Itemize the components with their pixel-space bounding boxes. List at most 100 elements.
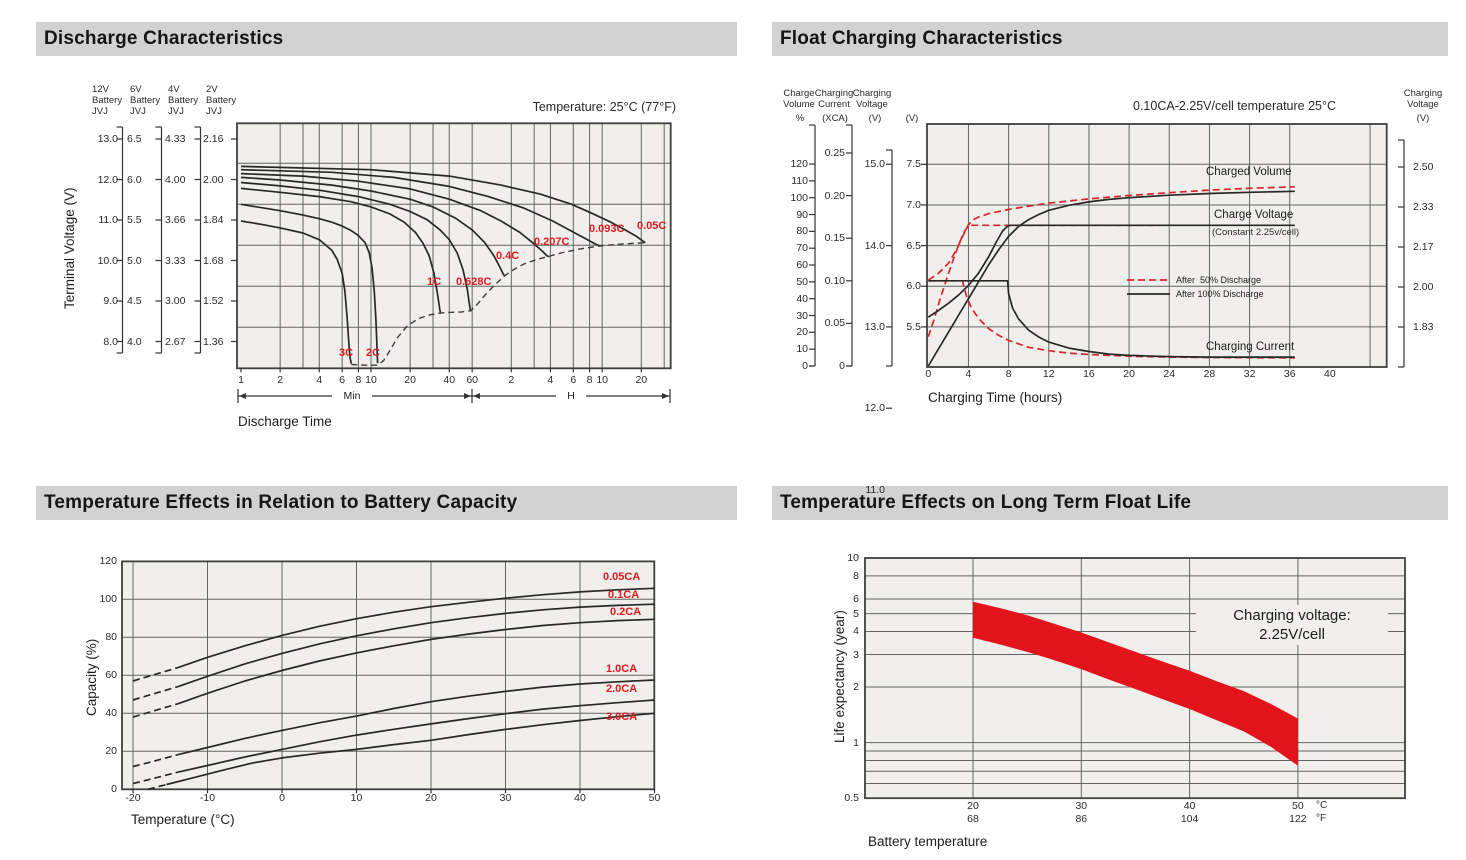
tick-label: 1.83 bbox=[1413, 321, 1434, 333]
tick-label: 4.0 bbox=[127, 335, 142, 348]
tick-label: 20 bbox=[404, 374, 416, 386]
tick-label: 16 bbox=[1083, 368, 1095, 380]
curve-label-3c: 3C bbox=[339, 347, 354, 359]
curve-label-20ca: 2.0CA bbox=[606, 683, 638, 695]
tick-label: 2.33 bbox=[1413, 201, 1434, 213]
tick-label: 40 bbox=[1183, 800, 1196, 812]
tick-label: 12.0 bbox=[864, 402, 885, 415]
tick-label: 20 bbox=[1123, 368, 1135, 380]
tick-label: 2 bbox=[853, 681, 859, 694]
tick-label: 20 bbox=[796, 326, 808, 339]
scale-header-2v: 2V Battery JVJ bbox=[206, 84, 237, 117]
tick-label: 100 bbox=[790, 191, 808, 204]
curve-label-2c: 2C bbox=[366, 347, 381, 359]
tick-label: 0 bbox=[925, 368, 932, 380]
tick-label: 60 bbox=[466, 374, 478, 386]
tick-label: 15.0 bbox=[864, 158, 885, 171]
axis-header-voltage-per-cell: Charging Voltage bbox=[1403, 88, 1443, 110]
tick-label: 0.5 bbox=[844, 792, 859, 805]
tick-label: 0 bbox=[839, 360, 845, 372]
tick-label: 13.0 bbox=[864, 320, 885, 333]
tick-label: 3.33 bbox=[165, 254, 186, 267]
curve-label-10ca: 1.0CA bbox=[606, 663, 638, 675]
discharge-y-axis-label: Terminal Voltage (V) bbox=[62, 187, 77, 309]
curve-label-01ca: 0.1CA bbox=[608, 589, 640, 601]
tick-label: 68 bbox=[967, 813, 979, 825]
annotation-constant-voltage: (Constant 2.25v/cell) bbox=[1212, 227, 1300, 238]
tick-label: 32 bbox=[1243, 368, 1256, 380]
legend-after-50-discharge: After 50% Discharge bbox=[1176, 275, 1262, 285]
tick-label: 90 bbox=[796, 208, 808, 221]
tick-label: 10 bbox=[596, 374, 608, 386]
tick-label: 6 bbox=[853, 592, 859, 605]
axis-unit-v6: (V) bbox=[905, 113, 919, 124]
tick-label: 0 bbox=[802, 360, 808, 372]
curve-label-04c: 0.4C bbox=[496, 250, 520, 262]
tick-label: 120 bbox=[790, 158, 808, 171]
tick-label: 8 bbox=[355, 374, 362, 386]
tick-label: 50 bbox=[648, 792, 661, 804]
tick-label: 60 bbox=[105, 669, 117, 682]
capacity-x-axis-label: Temperature (°C) bbox=[131, 812, 235, 827]
curve-label-0628c: 0.628C bbox=[456, 276, 492, 288]
temperature-note: Temperature: 25°C (77°F) bbox=[532, 100, 676, 114]
tick-label: 11.0 bbox=[865, 483, 885, 496]
float-life-x-axis-label: Battery temperature bbox=[868, 834, 988, 849]
tick-label: 0.25 bbox=[824, 147, 845, 159]
section-title-discharge: Discharge Characteristics bbox=[36, 22, 737, 56]
tick-label: 2.16 bbox=[203, 133, 224, 145]
tick-label: 40 bbox=[443, 374, 456, 386]
tick-label: 110 bbox=[791, 174, 808, 187]
tick-label: 3.66 bbox=[165, 214, 186, 226]
tick-label: 6.5 bbox=[906, 239, 921, 252]
axis-header-charge-volume: Charge Volume bbox=[783, 88, 815, 110]
tick-label: 8 bbox=[1005, 368, 1012, 380]
tick-label: -10 bbox=[199, 792, 216, 804]
tick-label: 0.20 bbox=[824, 189, 845, 202]
tick-label: 4.00 bbox=[165, 173, 186, 186]
annotation-charging-voltage: Charging voltage: 2.25V/cell bbox=[1196, 605, 1388, 645]
tick-label: 30 bbox=[796, 309, 808, 322]
scale-header-6v: 6V Battery JVJ bbox=[130, 84, 161, 117]
axis-unit-xca: (XCA) bbox=[822, 113, 848, 124]
tick-label: 5.5 bbox=[906, 320, 921, 333]
tick-label: 10 bbox=[365, 374, 377, 386]
tick-label: 4 bbox=[965, 368, 972, 380]
annotation-charge-voltage: Charge Voltage bbox=[1214, 209, 1294, 221]
tick-label: 4.5 bbox=[127, 295, 142, 307]
tick-label: 8 bbox=[853, 569, 859, 582]
tick-label: 1.36 bbox=[203, 335, 224, 348]
discharge-x-axis-label: Discharge Time bbox=[238, 414, 332, 429]
tick-label: 4.33 bbox=[165, 133, 186, 145]
annotation-charging-current: Charging Current bbox=[1206, 341, 1295, 353]
tick-label: 2.00 bbox=[203, 173, 224, 186]
tick-label: 20 bbox=[967, 800, 979, 812]
tick-label: 5.5 bbox=[127, 214, 142, 226]
section-title-float-charging: Float Charging Characteristics bbox=[772, 22, 1448, 56]
tick-label: 0.10 bbox=[824, 274, 845, 287]
tick-label: 0.05 bbox=[824, 317, 845, 330]
tick-label: 10.0 bbox=[97, 254, 118, 267]
unit-label-celsius: °C bbox=[1316, 800, 1328, 811]
tick-label: 80 bbox=[796, 225, 808, 238]
tick-label: 13.0 bbox=[97, 133, 118, 145]
annotation-charged-volume: Charged Volume bbox=[1206, 166, 1292, 178]
tick-label: 1.84 bbox=[203, 214, 224, 226]
legend-after-100-discharge: After 100% Discharge bbox=[1176, 289, 1264, 299]
curve-label-1c: 1C bbox=[427, 276, 442, 288]
tick-label: 20 bbox=[635, 374, 648, 386]
tick-label: 0 bbox=[279, 792, 285, 804]
tick-label: 30 bbox=[499, 792, 512, 804]
tick-label: 1 bbox=[853, 736, 859, 749]
tick-label: 6.0 bbox=[127, 173, 142, 186]
tick-label: 86 bbox=[1075, 813, 1088, 825]
tick-label: 3 bbox=[853, 648, 859, 661]
tick-label: 2.17 bbox=[1413, 241, 1434, 253]
axis-header-charging-current: Charging Current bbox=[814, 88, 854, 110]
axis-unit-v12: (V) bbox=[868, 113, 882, 124]
tick-label: 4 bbox=[316, 374, 323, 386]
tick-label: 36 bbox=[1283, 368, 1296, 380]
tick-label: 30 bbox=[1075, 800, 1088, 812]
tick-label: 122 bbox=[1289, 813, 1307, 825]
